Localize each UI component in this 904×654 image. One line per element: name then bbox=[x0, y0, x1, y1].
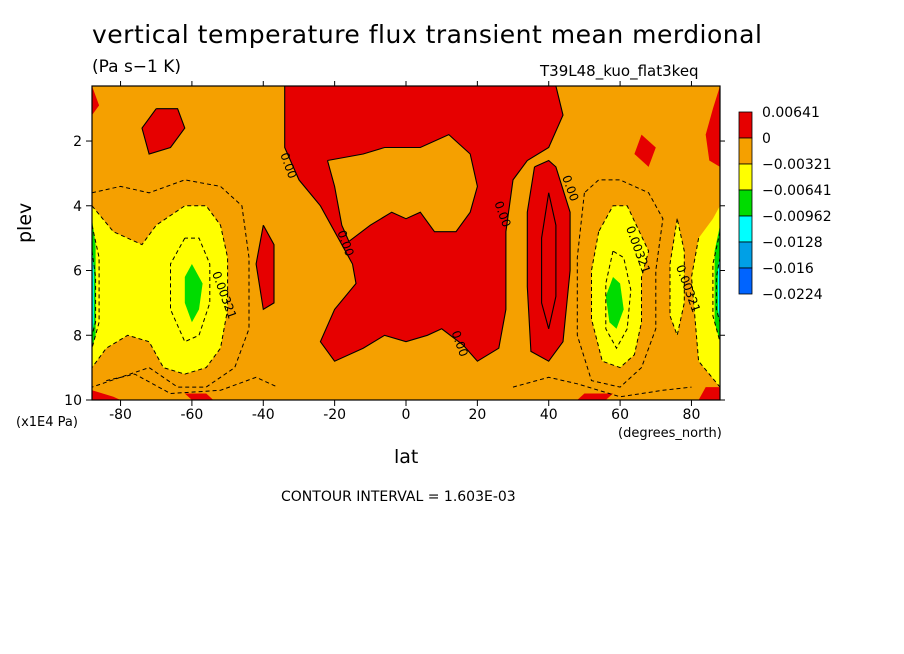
legend-label-6: −0.016 bbox=[762, 261, 814, 277]
solid-contour-0 bbox=[284, 86, 564, 362]
color-legend: 0.00641 0 −0.00321 −0.00641 −0.00962 −0.0128 −… bbox=[738, 105, 832, 303]
legend-swatch-2 bbox=[738, 163, 753, 191]
x-tick-label-6: 40 bbox=[540, 407, 558, 423]
legend-label-2: −0.00321 bbox=[762, 157, 832, 173]
y-tick-label-3: 8 bbox=[73, 328, 82, 344]
dashed-contour-10 bbox=[92, 251, 97, 336]
dashed-contour-11 bbox=[712, 231, 720, 342]
y-tick-label-2: 6 bbox=[73, 264, 82, 280]
solid-contour-4 bbox=[141, 108, 186, 155]
dashed-contour-2 bbox=[170, 237, 211, 343]
legend-swatch-4 bbox=[738, 215, 753, 243]
legend-swatch-0 bbox=[738, 111, 753, 139]
region-red-11 bbox=[698, 387, 720, 400]
region-red-7 bbox=[634, 134, 656, 167]
region-red-4 bbox=[256, 225, 274, 310]
dashed-contour-0 bbox=[92, 179, 250, 388]
x-axis-label: lat bbox=[394, 446, 419, 468]
dashed-contour-13 bbox=[512, 376, 692, 398]
units-label: (Pa s−1 K) bbox=[92, 57, 182, 77]
x-tick-label-1: -60 bbox=[180, 407, 203, 423]
legend-swatch-3 bbox=[738, 189, 753, 217]
legend-swatch-5 bbox=[738, 241, 753, 269]
x-tick-label-2: -40 bbox=[252, 407, 275, 423]
x-tick-label-7: 60 bbox=[611, 407, 629, 423]
filled-regions bbox=[92, 86, 720, 400]
region-red-10 bbox=[577, 393, 613, 400]
run-label: T39L48_kuo_flat3keq bbox=[540, 62, 699, 80]
legend-swatch-1 bbox=[738, 137, 753, 165]
contour-lines bbox=[92, 86, 720, 398]
dashed-contour-4 bbox=[576, 179, 664, 388]
region-yellow-12 bbox=[92, 205, 228, 375]
x-tick-label-3: -20 bbox=[323, 407, 346, 423]
dashed-contour-8 bbox=[690, 238, 720, 388]
legend-label-5: −0.0128 bbox=[762, 235, 823, 251]
solid-contour-2 bbox=[526, 159, 571, 362]
region-red-0 bbox=[284, 86, 563, 362]
region-yellow-17 bbox=[691, 205, 720, 388]
x-tick-label-8: 80 bbox=[683, 407, 701, 423]
y-tick-label-4: 10 bbox=[64, 393, 82, 409]
x-tick-label-5: 20 bbox=[468, 407, 486, 423]
region-orange-1 bbox=[327, 134, 478, 242]
y-axis-unit: (x1E4 Pa) bbox=[16, 415, 78, 430]
solid-contour-3 bbox=[541, 192, 557, 329]
region-green-15 bbox=[605, 277, 624, 329]
dashed-contour-9 bbox=[92, 225, 100, 349]
region-red-9 bbox=[184, 393, 214, 400]
legend-label-1: 0 bbox=[762, 131, 771, 147]
region-red-5 bbox=[92, 86, 100, 116]
axis-ticks: -80 -60 -40 -20 0 20 40 60 80 2 4 6 8 10 bbox=[64, 81, 725, 423]
solid-contour-5 bbox=[255, 224, 275, 311]
y-axis-label: plev bbox=[14, 202, 36, 243]
region-green-13 bbox=[184, 264, 203, 323]
dashed-contour-5 bbox=[591, 205, 650, 369]
legend-label-3: −0.00641 bbox=[762, 183, 832, 199]
dashed-contour-1 bbox=[92, 205, 229, 375]
legend-label-0: 0.00641 bbox=[762, 105, 820, 121]
contour-interval-text: CONTOUR INTERVAL = 1.603E-03 bbox=[281, 489, 516, 505]
y-tick-label-1: 4 bbox=[73, 199, 82, 215]
legend-label-4: −0.00962 bbox=[762, 209, 832, 225]
dashed-contour-6 bbox=[605, 250, 632, 350]
y-tick-label-0: 2 bbox=[73, 134, 82, 150]
legend-label-7: −0.0224 bbox=[762, 287, 823, 303]
region-red-8 bbox=[92, 390, 121, 400]
legend-swatch-6 bbox=[738, 267, 753, 295]
x-tick-label-4: 0 bbox=[402, 407, 411, 423]
x-tick-label-0: -80 bbox=[109, 407, 132, 423]
solid-contour-1 bbox=[326, 133, 478, 243]
region-red-6 bbox=[705, 86, 720, 167]
dashed-contour-12 bbox=[715, 257, 720, 323]
region-red-3 bbox=[142, 108, 185, 154]
chart-title: vertical temperature flux transient mean… bbox=[92, 20, 763, 49]
region-yellow-16 bbox=[670, 218, 685, 336]
x-axis-unit: (degrees_north) bbox=[618, 426, 722, 441]
dashed-contour-3 bbox=[106, 373, 278, 395]
dashed-contour-7 bbox=[669, 218, 685, 338]
region-red-2 bbox=[527, 160, 571, 362]
